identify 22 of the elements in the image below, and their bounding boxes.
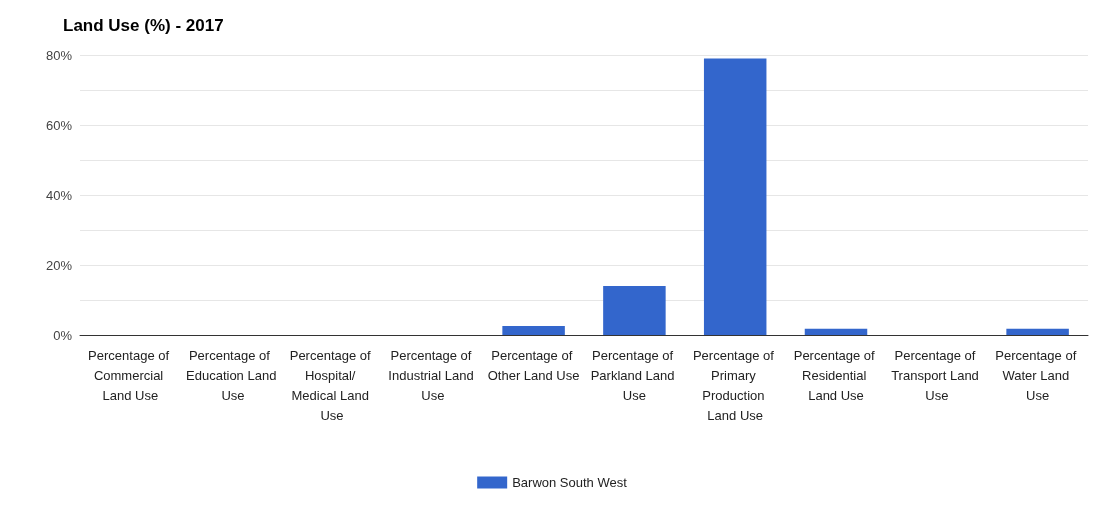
x-tick-label: Percentage of Primary Production Land Use	[692, 347, 778, 423]
x-tick-label: Percentage of Transport Land Use	[891, 347, 983, 403]
y-tick-label: 60%	[45, 117, 73, 133]
x-tick-label: Percentage of Residential Land Use	[793, 347, 879, 403]
x-tick-label: Percentage of Industrial Land Use	[388, 347, 478, 403]
y-tick-label: 20%	[45, 257, 73, 273]
y-tick-label: 40%	[45, 187, 73, 203]
bar	[502, 325, 565, 335]
bar	[804, 328, 868, 335]
y-tick-label: 80%	[45, 47, 73, 63]
x-tick-label: Percentage of Hospital/ Medical Land Use	[289, 347, 375, 423]
x-tick-label: Percentage of Commercial Land Use	[88, 347, 173, 403]
bar	[703, 58, 767, 335]
chart-title: Land Use (%) - 2017	[63, 16, 224, 35]
x-tick-label: Percentage of Other Land Use	[487, 347, 580, 383]
y-tick-label: 0%	[53, 327, 73, 343]
bar	[603, 286, 666, 335]
bar	[1006, 328, 1069, 335]
x-tick-label: Percentage of Water Land Use	[995, 347, 1080, 403]
legend-label: Barwon South West	[512, 475, 628, 490]
x-tick-label: Percentage of Education Land Use	[186, 347, 277, 403]
x-tick-label: Percentage of Parkland Land Use	[590, 347, 679, 403]
